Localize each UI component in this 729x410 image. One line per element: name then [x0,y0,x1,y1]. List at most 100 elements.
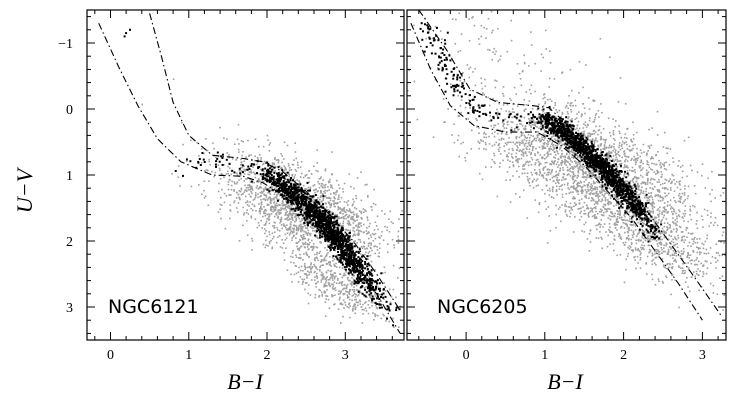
grey-star-point [306,277,308,279]
grey-star-point [233,190,235,192]
grey-star-point [322,275,324,277]
grey-star-point [656,170,659,173]
grey-star-point [330,269,333,272]
grey-star-point [295,265,298,268]
black-star-point [280,187,283,190]
black-star-point [309,202,312,205]
black-star-point [324,231,327,234]
grey-star-point [615,149,617,152]
black-star-point [300,187,303,190]
grey-star-point [331,257,334,259]
grey-star-point [208,158,210,161]
grey-star-point [355,208,358,210]
envelope-curve-right [149,13,401,311]
grey-star-point [542,136,545,138]
grey-star-point [575,117,578,119]
grey-star-point [262,162,265,165]
grey-star-point [312,248,314,251]
grey-star-point [259,154,261,156]
black-star-point [367,285,370,288]
grey-star-point [637,157,639,159]
black-star-point [300,199,303,202]
grey-star-point [240,177,242,180]
grey-star-point [327,281,330,284]
black-star-point [361,267,364,270]
grey-star-point [227,173,229,175]
grey-star-point [710,200,712,203]
grey-star-point [646,181,649,183]
grey-star-point [508,166,511,168]
black-star-point [270,170,273,173]
grey-star-point [332,288,334,290]
grey-star-point [665,209,667,211]
grey-star-point [582,135,585,138]
grey-star-point [354,296,357,298]
grey-star-point [722,231,725,233]
black-star-point [287,191,290,194]
grey-star-point [326,263,329,265]
grey-star-point [333,196,335,198]
black-star-point [388,309,391,312]
grey-star-point [304,263,306,265]
grey-star-point [377,255,380,258]
grey-star-point [218,167,221,170]
grey-star-point [515,137,518,140]
grey-star-point [272,169,274,171]
black-star-point [332,255,335,258]
grey-star-point [382,313,384,316]
grey-star-point [257,193,259,195]
grey-star-point [343,182,346,185]
black-star-point [353,254,356,257]
grey-star-point [332,295,335,297]
grey-star-point [348,173,351,175]
black-star-point [274,183,277,186]
black-star-point [328,226,331,229]
grey-star-point [483,148,485,150]
grey-star-point [325,202,327,205]
grey-star-point [327,279,330,281]
grey-star-point [315,266,317,268]
grey-star-point [619,132,621,135]
grey-star-point [542,97,545,100]
grey-star-point [307,238,310,240]
grey-star-point [301,172,303,175]
grey-star-point [572,172,575,175]
grey-star-point [291,239,293,242]
grey-star-point [354,303,356,306]
grey-star-point [229,217,231,220]
grey-star-point [253,205,256,208]
black-star-point [346,244,349,247]
grey-star-point [367,231,370,233]
grey-star-point [230,184,233,187]
grey-star-point [196,141,198,144]
grey-star-point [330,273,332,276]
grey-star-point [238,190,241,192]
black-star-point [295,201,298,204]
grey-star-point [572,173,575,176]
grey-star-point [300,257,302,259]
grey-star-point [592,100,595,102]
grey-star-point [333,303,335,306]
grey-star-point [203,189,205,192]
grey-star-point [313,225,315,227]
black-star-point [339,256,342,259]
black-star-point [332,247,335,249]
grey-star-point [291,281,293,283]
grey-star-point [260,198,262,201]
grey-star-point [203,170,206,172]
grey-star-point [297,212,300,215]
grey-star-point [577,208,579,210]
grey-star-point [311,239,313,242]
grey-star-point [556,161,559,163]
grey-star-point [361,247,364,250]
grey-star-point [532,180,534,182]
grey-star-point [272,210,274,213]
grey-star-point [336,202,339,205]
black-star-point [300,196,303,198]
grey-star-point [355,301,358,304]
grey-star-point [344,210,346,213]
black-star-point [319,226,322,229]
grey-star-point [277,161,280,164]
grey-star-point [540,156,543,159]
black-star-point [361,255,364,258]
